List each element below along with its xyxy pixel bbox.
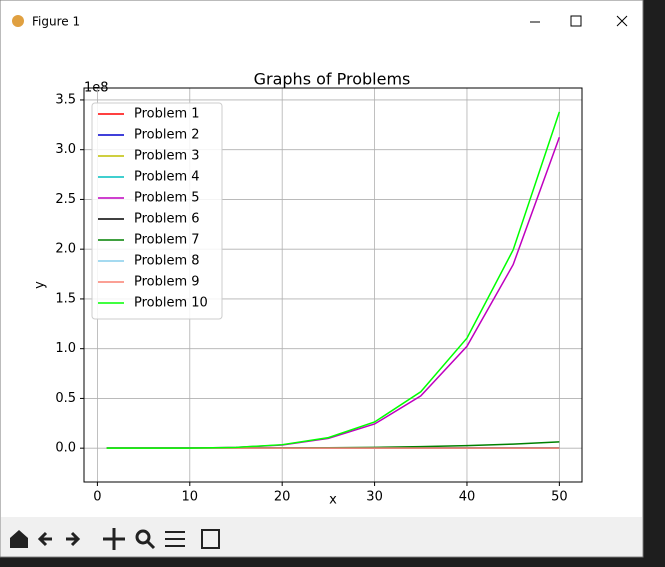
y-tick-label: 1.0 <box>55 341 76 356</box>
legend-label: Problem 9 <box>134 275 200 290</box>
app-icon <box>12 15 24 27</box>
axes-frame <box>83 87 583 483</box>
legend-label: Problem 7 <box>134 233 200 248</box>
series-line <box>106 111 561 449</box>
y-tick-label: 2.0 <box>55 242 76 257</box>
y-tick-label: 3.5 <box>55 92 76 107</box>
back-button[interactable] <box>37 531 52 547</box>
x-axis-label: x <box>329 493 337 508</box>
close-button[interactable] <box>616 15 628 27</box>
configure-button[interactable] <box>165 531 185 547</box>
x-tick-label: 40 <box>459 490 476 505</box>
legend-label: Problem 1 <box>134 107 200 122</box>
legend-box <box>91 102 223 320</box>
forward-button[interactable] <box>66 531 81 547</box>
legend-label: Problem 5 <box>134 191 200 206</box>
x-tick-label: 0 <box>93 490 101 505</box>
legend-label: Problem 8 <box>134 254 200 269</box>
save-button[interactable] <box>201 529 220 549</box>
x-tick-label: 50 <box>551 490 568 505</box>
y-tick-label: 1.5 <box>55 291 76 306</box>
legend-label: Problem 6 <box>134 212 200 227</box>
y-tick-label: 2.5 <box>55 192 76 207</box>
zoom-button[interactable] <box>135 529 151 545</box>
legend-label: Problem 3 <box>134 149 200 164</box>
y-axis-label: y <box>33 281 48 289</box>
y-tick-label: 0.0 <box>55 441 76 456</box>
y-tick-label: 0.5 <box>55 391 76 406</box>
toolbar <box>1 517 642 556</box>
x-tick-label: 10 <box>182 490 199 505</box>
home-button[interactable] <box>10 530 28 548</box>
legend-label: Problem 10 <box>134 296 208 311</box>
window-title: Figure 1 <box>32 15 80 29</box>
legend-label: Problem 2 <box>134 128 200 143</box>
legend-label: Problem 4 <box>134 170 200 185</box>
chart-title: Graphs of Problems <box>254 70 411 89</box>
x-tick-label: 30 <box>366 490 383 505</box>
pan-button[interactable] <box>103 528 125 550</box>
y-tick-label: 3.0 <box>55 142 76 157</box>
x-tick-label: 20 <box>274 490 291 505</box>
maximize-button[interactable] <box>570 15 582 27</box>
